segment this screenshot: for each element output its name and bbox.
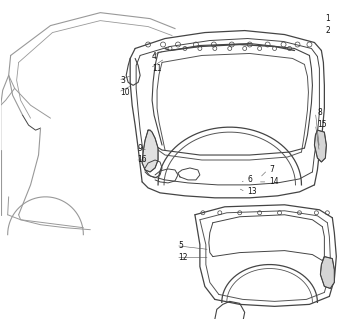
Text: 1: 1	[325, 14, 330, 23]
Text: 9: 9	[137, 144, 142, 153]
Text: 7: 7	[269, 165, 275, 174]
Text: 8: 8	[317, 108, 322, 117]
Text: 6: 6	[248, 175, 252, 184]
Text: 14: 14	[269, 177, 279, 187]
Text: 2: 2	[325, 26, 330, 35]
Text: 16: 16	[137, 156, 147, 164]
Text: 15: 15	[317, 120, 327, 129]
Text: 12: 12	[178, 253, 187, 262]
Text: 4: 4	[152, 52, 157, 61]
Polygon shape	[314, 130, 326, 162]
Text: 3: 3	[120, 76, 125, 85]
Text: 5: 5	[178, 241, 183, 250]
Text: 13: 13	[248, 188, 257, 196]
Text: 10: 10	[120, 88, 130, 97]
Polygon shape	[142, 130, 158, 172]
Polygon shape	[320, 257, 334, 288]
Text: 11: 11	[152, 64, 161, 73]
